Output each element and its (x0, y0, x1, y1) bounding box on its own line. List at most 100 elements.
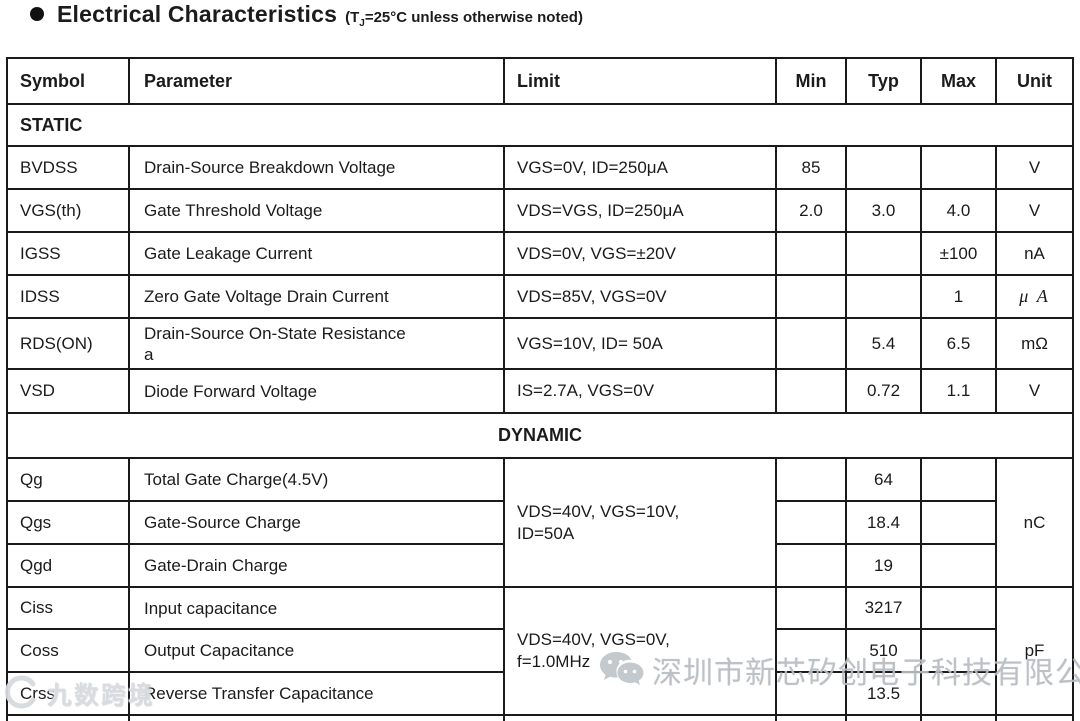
cell-symbol: RDS(ON) (6, 317, 130, 370)
cell-min (775, 671, 847, 716)
cell-min (775, 500, 847, 545)
cell-symbol: Qg (6, 457, 130, 502)
cell-unit-capacitance: pF (995, 586, 1074, 716)
cell-unit: nA (995, 231, 1074, 276)
cell-parameter: Output Capacitance (128, 628, 505, 673)
cell-max (920, 145, 997, 190)
cell-typ: 19 (845, 543, 922, 588)
cell-typ: 3217 (845, 586, 922, 630)
cell-typ: 3.0 (845, 188, 922, 233)
limit-line2: f=1.0MHz (517, 652, 591, 671)
dynamic-section-row: DYNAMIC (6, 412, 1074, 459)
cell-max (920, 586, 997, 630)
cell-limit: VGS=0V, ID=250μA (503, 145, 777, 190)
cell-parameter: Gate Threshold Voltage (128, 188, 505, 233)
row-ciss: Ciss Input capacitance VDS=40V, VGS=0V, f… (6, 586, 1074, 716)
cell-min (775, 317, 847, 370)
cell-parameter: Zero Gate Voltage Drain Current (128, 274, 505, 319)
cell-parameter: Gate-Drain Charge (128, 543, 505, 588)
cell-min (775, 714, 847, 721)
cell-unit: mΩ (995, 317, 1074, 370)
row-idss: IDSS Zero Gate Voltage Drain Current VDS… (6, 274, 1074, 319)
parameter-line1: Drain-Source On-State Resistance (144, 323, 406, 343)
cell-typ: 13.5 (845, 671, 922, 716)
cell-symbol: Qgs (6, 500, 130, 545)
cell-max: 1.1 (920, 368, 997, 414)
cell-min (775, 628, 847, 673)
cell-symbol: Coss (6, 628, 130, 673)
header-limit: Limit (503, 57, 777, 105)
cell-unit: V (995, 368, 1074, 414)
cell-typ (845, 145, 922, 190)
header-max: Max (920, 57, 997, 105)
cell-unit (995, 714, 1074, 721)
cell-symbol: Crss (6, 671, 130, 716)
cell-typ (845, 274, 922, 319)
header-symbol: Symbol (6, 57, 130, 105)
cell-limit-gate-charge: VDS=40V, VGS=10V, ID=50A (503, 457, 777, 588)
row-coss: Coss Output Capacitance 510 (6, 628, 1073, 673)
cell-unit: μ A (995, 274, 1074, 319)
title-condition: (TJ=25°C unless otherwise noted) (345, 9, 583, 29)
title-condition-subscript: J (359, 18, 365, 29)
cell-typ: 5.4 (845, 317, 922, 370)
table-header-row: Symbol Parameter Limit Min Typ Max Unit (6, 57, 1074, 105)
cell-parameter: Input capacitance (128, 586, 505, 630)
cell-limit: VDS=85V, VGS=0V (503, 274, 777, 319)
cell-typ: 18.4 (845, 500, 922, 545)
row-qg: Qg Total Gate Charge(4.5V) VDS=40V, VGS=… (6, 457, 1074, 588)
cell-limit: VDS=VGS, ID=250μA (503, 188, 777, 233)
cell-parameter: Gate Leakage Current (128, 231, 505, 276)
cell-typ: 64 (845, 457, 922, 502)
row-partial: VDS=0V, VGS=0V, (6, 714, 1074, 721)
cell-max: 1 (920, 274, 997, 319)
cell-typ (845, 231, 922, 276)
title-condition-prefix: (T (345, 9, 360, 26)
static-section-label: STATIC (6, 103, 1074, 147)
row-bvdss: BVDSS Drain-Source Breakdown Voltage VGS… (6, 145, 1074, 190)
cell-min (775, 457, 847, 502)
cell-max (920, 457, 997, 502)
cell-typ: 0.72 (845, 368, 922, 414)
cell-parameter: Total Gate Charge(4.5V) (128, 457, 505, 502)
cell-min (775, 274, 847, 319)
title-condition-suffix: =25°C unless otherwise noted) (364, 9, 583, 26)
cell-unit-gate-charge: nC (995, 457, 1074, 588)
row-rdson: RDS(ON) Drain-Source On-State Resistance… (6, 317, 1074, 370)
limit-line1: VDS=40V, VGS=0V, (517, 630, 670, 649)
cell-min (775, 231, 847, 276)
cell-symbol: BVDSS (6, 145, 130, 190)
static-section-row: STATIC (6, 103, 1074, 147)
cell-parameter: Drain-Source On-State Resistance a (128, 317, 505, 370)
cell-limit: VDS=0V, VGS=0V, (503, 714, 777, 721)
cell-limit: VGS=10V, ID= 50A (503, 317, 777, 370)
cell-typ (845, 714, 922, 721)
cell-parameter: Gate-Source Charge (128, 500, 505, 545)
cell-min (775, 543, 847, 588)
parameter-line2: a (144, 344, 154, 364)
cell-limit: IS=2.7A, VGS=0V (503, 368, 777, 414)
header-min: Min (775, 57, 847, 105)
cell-min (775, 368, 847, 414)
cell-symbol (6, 714, 130, 721)
cell-symbol: IDSS (6, 274, 130, 319)
limit-line2: ID=50A (517, 523, 575, 543)
cell-unit: V (995, 145, 1074, 190)
cell-symbol: IGSS (6, 231, 130, 276)
electrical-characteristics-table: Symbol Parameter Limit Min Typ Max Unit … (6, 57, 1074, 721)
cell-parameter: Diode Forward Voltage (128, 368, 505, 414)
cell-symbol: Ciss (6, 586, 130, 630)
header-parameter: Parameter (128, 57, 505, 105)
cell-max (920, 671, 997, 716)
cell-symbol: Qgd (6, 543, 130, 588)
row-vgsth: VGS(th) Gate Threshold Voltage VDS=VGS, … (6, 188, 1074, 233)
row-qgs: Qgs Gate-Source Charge 18.4 (6, 500, 1073, 545)
limit-line1: VDS=40V, VGS=10V, (517, 501, 680, 521)
cell-parameter: Reverse Transfer Capacitance (128, 671, 505, 716)
cell-symbol: VSD (6, 368, 130, 414)
cell-typ: 510 (845, 628, 922, 673)
cell-min (775, 586, 847, 630)
cell-limit-capacitance: VDS=40V, VGS=0V, f=1.0MHz (503, 586, 777, 716)
cell-parameter: Drain-Source Breakdown Voltage (128, 145, 505, 190)
